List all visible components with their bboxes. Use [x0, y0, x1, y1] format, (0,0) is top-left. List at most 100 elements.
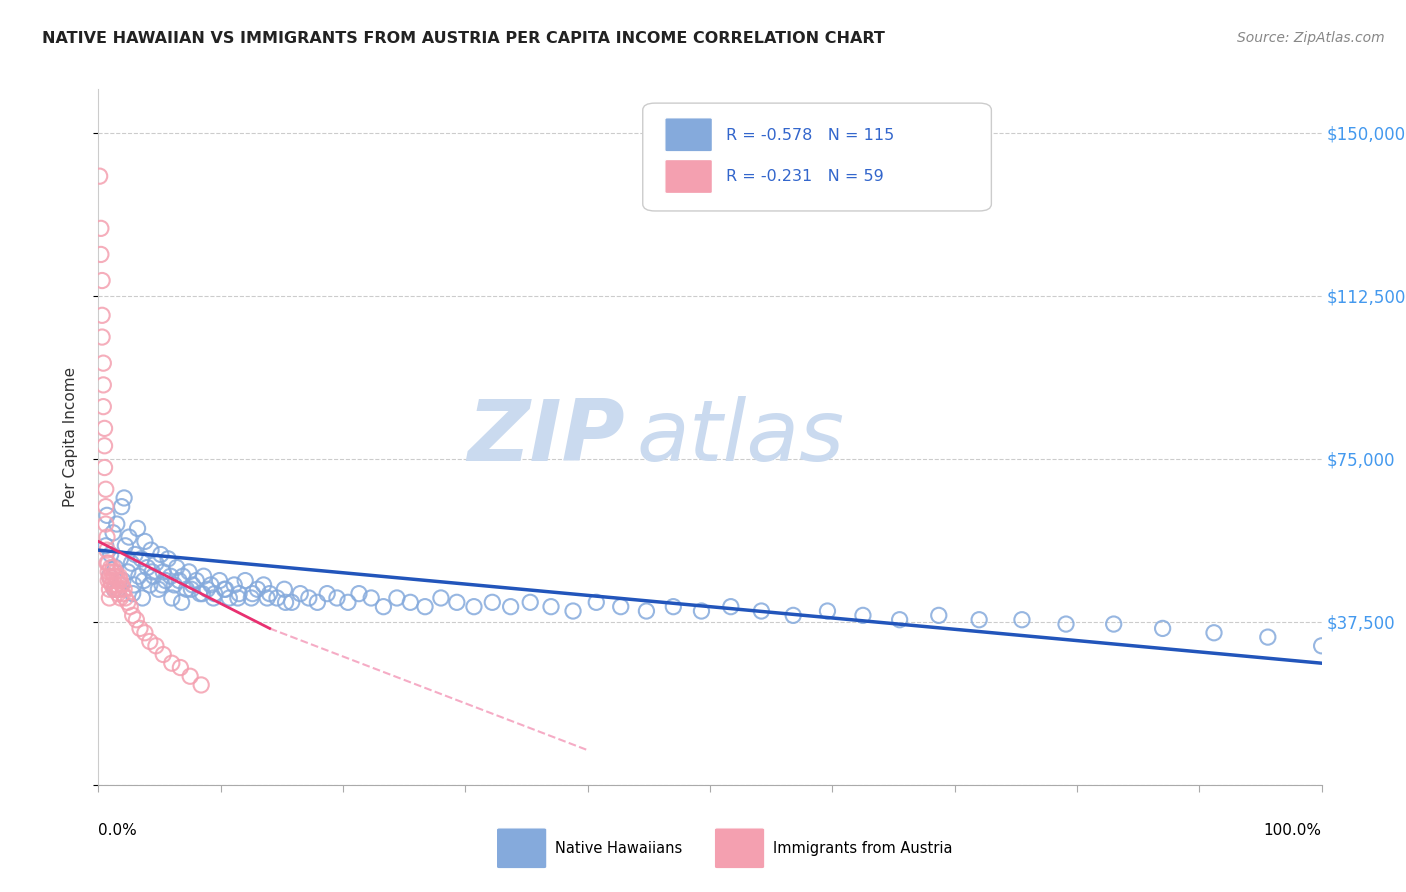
Point [562, 604, 585, 618]
Point [233, 574, 256, 588]
Point [105, 569, 128, 583]
Point [139, 634, 162, 648]
Point [373, 599, 395, 614]
Point [136, 560, 159, 574]
Point [103, 582, 125, 597]
Point [609, 599, 631, 614]
Point [148, 582, 170, 597]
Point [177, 565, 200, 579]
Point [134, 625, 156, 640]
Point [585, 595, 607, 609]
Point [240, 591, 263, 605]
Point [93, 460, 115, 475]
Point [204, 587, 226, 601]
Point [191, 587, 214, 601]
Point [155, 574, 177, 588]
Point [104, 578, 127, 592]
Point [108, 582, 131, 597]
Point [266, 591, 288, 605]
Point [226, 591, 249, 605]
Text: NATIVE HAWAIIAN VS IMMIGRANTS FROM AUSTRIA PER CAPITA INCOME CORRELATION CHART: NATIVE HAWAIIAN VS IMMIGRANTS FROM AUSTR… [42, 31, 884, 46]
Point [690, 604, 713, 618]
Point [122, 578, 145, 592]
Point [98, 591, 121, 605]
Point [152, 648, 174, 662]
Text: 0.0%: 0.0% [98, 823, 138, 838]
Point [104, 560, 127, 574]
Point [193, 569, 215, 583]
Point [132, 574, 155, 588]
Point [107, 582, 129, 597]
Point [298, 591, 321, 605]
Point [139, 543, 162, 558]
Point [1054, 617, 1077, 632]
Point [190, 678, 212, 692]
Point [127, 521, 149, 535]
Point [273, 582, 295, 597]
Point [152, 565, 174, 579]
Point [967, 613, 990, 627]
Point [1102, 617, 1125, 632]
Point [89, 169, 111, 184]
Point [1152, 621, 1174, 635]
Y-axis label: Per Capita Income: Per Capita Income [63, 367, 77, 508]
Point [166, 560, 188, 574]
Point [96, 530, 118, 544]
Point [662, 599, 685, 614]
Point [101, 565, 124, 579]
Point [125, 613, 148, 627]
Point [150, 578, 173, 592]
Point [214, 582, 236, 597]
Point [101, 578, 124, 592]
Point [96, 556, 118, 570]
Text: R = -0.231   N = 59: R = -0.231 N = 59 [725, 169, 884, 185]
Point [149, 548, 172, 562]
Point [129, 621, 152, 635]
Point [360, 591, 382, 605]
Point [91, 330, 114, 344]
Point [105, 516, 128, 531]
Point [181, 578, 204, 592]
Point [499, 599, 522, 614]
Point [90, 247, 112, 261]
Point [636, 604, 658, 618]
Point [97, 574, 120, 588]
FancyBboxPatch shape [665, 118, 713, 152]
Point [817, 604, 839, 618]
Point [120, 599, 142, 614]
Point [782, 608, 804, 623]
Point [167, 574, 190, 588]
Point [720, 599, 742, 614]
Point [145, 639, 167, 653]
Point [218, 591, 240, 605]
Point [107, 574, 129, 588]
Point [170, 595, 193, 609]
Point [413, 599, 436, 614]
Point [399, 595, 422, 609]
Point [290, 587, 312, 601]
Point [124, 548, 146, 562]
Point [246, 582, 269, 597]
Point [111, 587, 134, 601]
Point [214, 582, 236, 597]
Point [105, 582, 128, 597]
Point [110, 551, 132, 566]
Point [103, 569, 125, 583]
Point [96, 543, 118, 558]
Point [180, 582, 202, 597]
Point [307, 595, 329, 609]
Point [118, 530, 141, 544]
Point [316, 587, 339, 601]
Text: Native Hawaiians: Native Hawaiians [555, 841, 683, 855]
Point [101, 574, 124, 588]
Point [188, 587, 211, 601]
Point [111, 578, 134, 592]
Point [117, 595, 139, 609]
Point [94, 500, 117, 514]
Point [91, 356, 114, 370]
Point [463, 599, 485, 614]
Point [94, 482, 117, 496]
Point [385, 591, 408, 605]
Point [98, 582, 121, 597]
Point [97, 565, 120, 579]
